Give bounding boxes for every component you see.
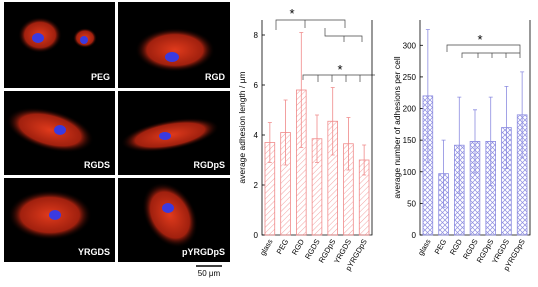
panel-label: pYRGDpS [182, 247, 225, 257]
error-bar [425, 29, 430, 163]
y-axis-label: average number of adhesions per cell [392, 56, 402, 198]
error-bar [520, 71, 525, 159]
annotation: * [337, 62, 342, 77]
x-tick-label: glass [258, 237, 275, 257]
y-tick-label: 0 [254, 231, 259, 240]
y-tick-label: 0 [412, 231, 417, 240]
error-bar [362, 144, 367, 176]
error-bar [283, 99, 288, 166]
error-bar [488, 96, 493, 187]
error-bar [299, 32, 304, 148]
error-bar [346, 117, 351, 171]
error-bar [315, 114, 319, 163]
scale-bar-label: 50 μm [198, 269, 221, 278]
error-bar [457, 96, 462, 194]
panel-label: RGDpS [194, 160, 226, 170]
y-tick-label: 6 [254, 81, 259, 90]
error-bar [504, 85, 509, 170]
x-tick-label: glass [416, 237, 433, 257]
panel-label: RGDS [84, 160, 110, 170]
x-tick-label: PEG [275, 237, 291, 255]
x-tick-label: PEG [433, 237, 449, 255]
significance-brackets [275, 19, 521, 82]
y-tick-label: 300 [403, 41, 417, 50]
y-axis-label: average adhesion length / μm [237, 71, 247, 183]
panel-label: RGD [205, 72, 226, 82]
y-tick-label: 50 [407, 199, 416, 208]
error-bar [330, 87, 335, 156]
y-tick-label: 200 [403, 105, 417, 114]
panel-label: YRGDS [78, 247, 110, 257]
error-bar [473, 109, 477, 174]
y-tick-label: 2 [254, 181, 259, 190]
error-bar [441, 139, 446, 208]
error-bar [267, 122, 272, 163]
annotation: * [289, 6, 294, 21]
y-tick-label: 100 [403, 168, 417, 177]
y-tick-label: 4 [254, 131, 259, 140]
panel-label: PEG [91, 72, 110, 82]
micrographs: PEG RGD RGDS RGDpS YRGDS pYRGDpS 50 μm [4, 2, 230, 278]
y-tick-label: 150 [403, 136, 417, 145]
annotation: * [477, 32, 482, 47]
y-tick-label: 250 [403, 73, 417, 82]
y-tick-label: 8 [254, 31, 259, 40]
